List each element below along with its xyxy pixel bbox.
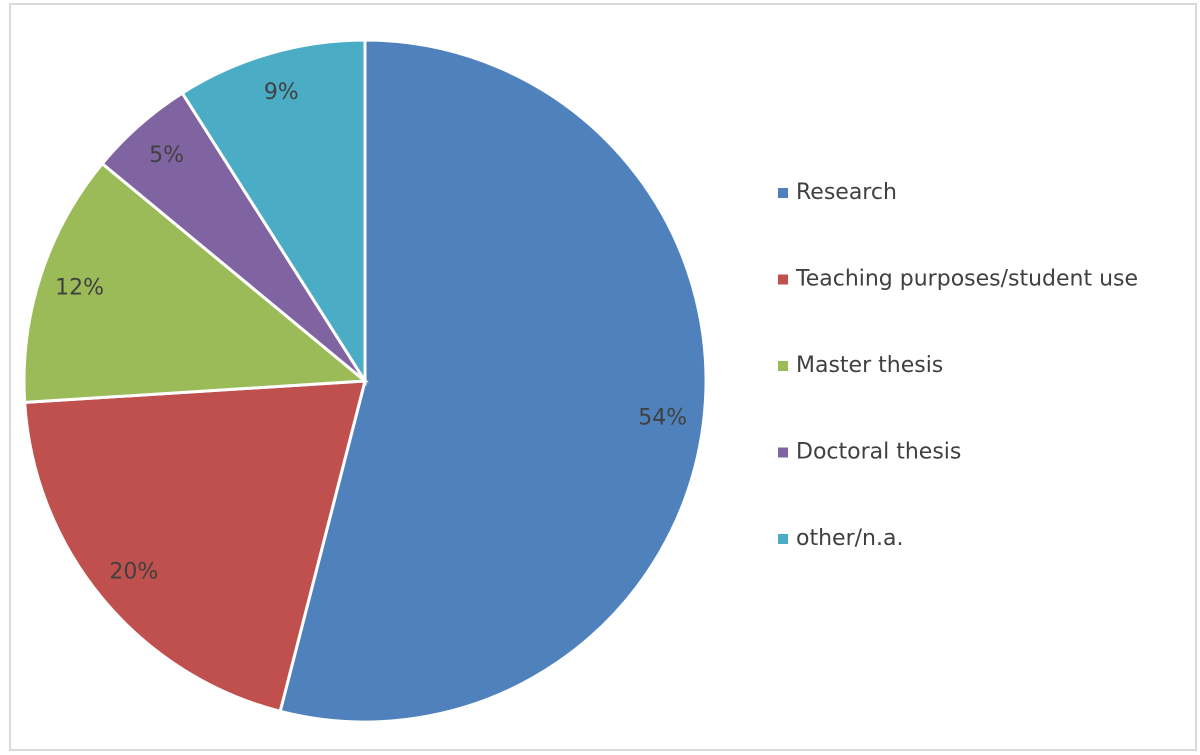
data-label: 5%	[149, 143, 184, 168]
legend-swatch	[778, 188, 788, 198]
pie-slice	[23, 379, 367, 714]
data-label: 9%	[264, 80, 299, 105]
pie-slice	[278, 38, 708, 724]
legend-label: Teaching purposes/student use	[795, 267, 1138, 292]
legend-swatch	[778, 361, 788, 371]
legend-label: other/n.a.	[796, 526, 903, 551]
legend-swatch	[778, 534, 788, 544]
data-label: 20%	[109, 559, 158, 584]
pie-slice	[22, 161, 369, 405]
data-label: 54%	[638, 406, 687, 431]
legend-swatch	[778, 447, 788, 458]
pie-slice	[180, 38, 367, 387]
legend-label: Research	[796, 180, 897, 205]
legend-swatch	[778, 274, 788, 285]
data-label: 12%	[55, 275, 104, 300]
legend-label: Master thesis	[796, 353, 943, 378]
legend-label: Doctoral thesis	[796, 440, 961, 465]
